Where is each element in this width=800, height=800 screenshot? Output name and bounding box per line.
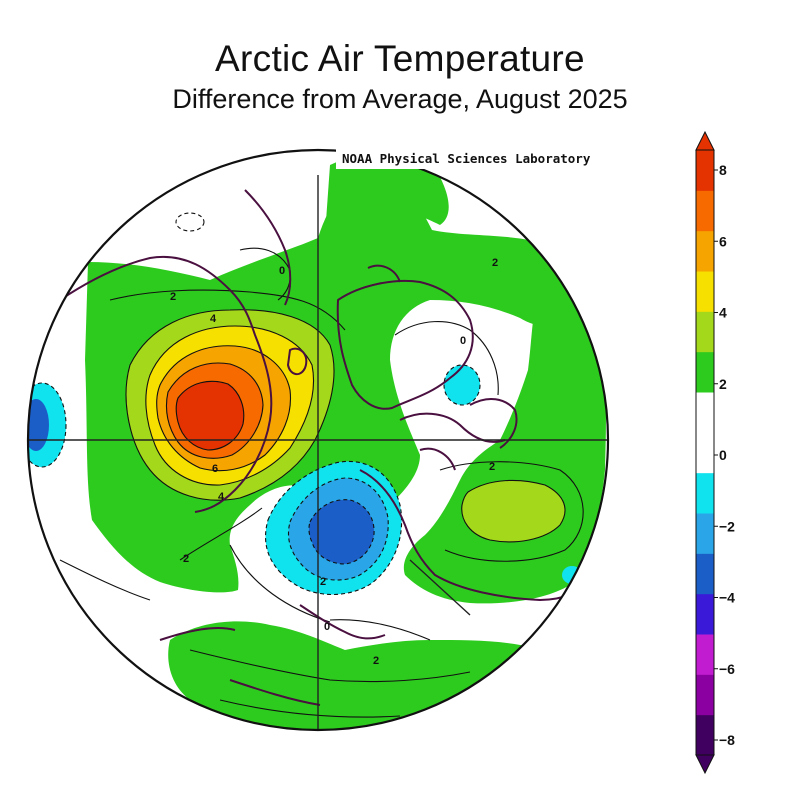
coastline-alaska [299,604,386,640]
contour-label: 2 [489,461,495,473]
colorbar-frame [695,149,715,756]
contour-label: 2 [170,291,176,303]
coastline-novaya-zemlya [244,189,292,306]
colorbar-label: −6 [719,661,735,677]
negative-contour-lines [28,212,481,596]
colorbar-segment [696,230,714,272]
colorbar-label: −4 [719,590,735,606]
colorbar-max-arrow [695,130,715,151]
colorbar-segment [696,553,714,595]
coastline-north-america [359,469,601,601]
colorbar-segment [696,271,714,312]
anomaly-region-cold-scandinavia-core [28,399,49,451]
colorbar: 8 6 4 2 0 −2 −4 −6 −8 [695,130,735,775]
coastline-chukotka [159,627,321,706]
contour-label-group: 2 0 4 2 0 6 4 2 2 2 0 2 [170,257,498,667]
colorbar-segment [696,311,714,353]
colorbar-segment [696,634,714,675]
anomaly-region-blue-center [308,499,375,564]
colorbar-segment [696,190,714,232]
colorbar-label: 4 [719,305,727,321]
anomaly-region-red-west [176,381,244,450]
contour-label: 2 [373,655,379,667]
credit-text: NOAA Physical Sciences Laboratory [342,151,591,166]
contour-label: 0 [324,621,330,633]
colorbar-segment [696,472,714,514]
colorbar-label: 6 [719,233,727,249]
coastlines [59,189,601,706]
anomaly-region-yellowgreen-east [461,480,565,542]
colorbar-min-arrow [695,754,715,775]
colorbar-segment [696,714,714,756]
coastline-eurasia [59,255,273,513]
anomaly-region-green-north [325,153,449,235]
colorbar-label: 8 [719,162,727,178]
colorbar-label: 2 [719,376,727,392]
contour-label: 2 [492,257,498,269]
credit-box [336,147,610,169]
map-title: Arctic Air Temperature [215,38,585,79]
colorbar-segment [696,674,714,716]
contour-label: 4 [218,491,225,503]
contour-label: 0 [460,335,466,347]
colorbar-label: −2 [719,518,735,534]
map-border [26,148,610,732]
map-subtitle: Difference from Average, August 2025 [172,84,628,114]
colorbar-segment [696,150,714,191]
colorbar-segment [696,593,714,635]
contour-label: 2 [320,576,326,588]
contour-label: 4 [210,313,217,325]
colorbar-segment [696,432,714,474]
colorbar-label: −8 [719,732,735,748]
graticule [28,175,608,730]
colorbar-label: 0 [719,447,727,463]
coastline-svalbard [287,347,308,376]
contour-label: 6 [212,463,218,475]
contour-label: 2 [183,553,189,565]
colorbar-segment [696,351,714,393]
contour-label: 0 [279,265,285,277]
coastline-greenland [336,264,474,410]
colorbar-segment [696,513,714,554]
title-block: Arctic Air Temperature Difference from A… [0,36,800,116]
colorbar-segment [696,392,714,433]
